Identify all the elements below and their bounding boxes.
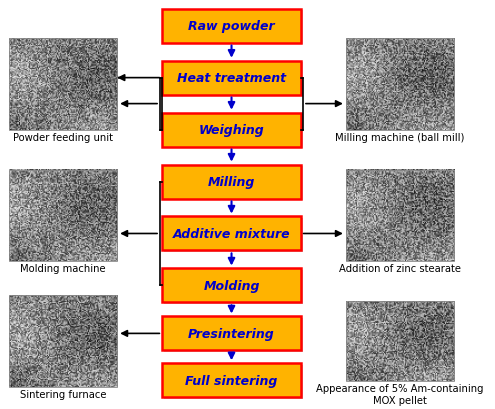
FancyBboxPatch shape	[162, 165, 301, 199]
FancyBboxPatch shape	[164, 63, 302, 97]
FancyBboxPatch shape	[164, 11, 302, 45]
Text: Weighing: Weighing	[198, 124, 264, 137]
Text: Presintering: Presintering	[188, 327, 275, 340]
Text: Molding: Molding	[203, 279, 260, 292]
FancyBboxPatch shape	[164, 115, 302, 149]
Text: Milling: Milling	[208, 175, 255, 189]
FancyBboxPatch shape	[164, 365, 302, 399]
Text: Heat treatment: Heat treatment	[177, 72, 286, 85]
Text: Molding machine: Molding machine	[20, 264, 106, 274]
FancyBboxPatch shape	[164, 218, 302, 252]
Text: Milling machine (ball mill): Milling machine (ball mill)	[335, 132, 465, 142]
Text: Addition of zinc stearate: Addition of zinc stearate	[339, 264, 461, 274]
Text: Appearance of 5% Am-containing
MOX pellet: Appearance of 5% Am-containing MOX pelle…	[316, 383, 484, 405]
Text: Full sintering: Full sintering	[185, 374, 278, 387]
FancyBboxPatch shape	[164, 167, 302, 201]
Text: Raw powder: Raw powder	[188, 20, 275, 33]
FancyBboxPatch shape	[162, 317, 301, 351]
Text: Powder feeding unit: Powder feeding unit	[13, 132, 113, 142]
FancyBboxPatch shape	[162, 10, 301, 43]
FancyBboxPatch shape	[162, 61, 301, 95]
FancyBboxPatch shape	[162, 113, 301, 147]
Text: Sintering furnace: Sintering furnace	[20, 389, 106, 399]
Text: Additive mixture: Additive mixture	[173, 227, 291, 240]
FancyBboxPatch shape	[162, 363, 301, 397]
FancyBboxPatch shape	[162, 217, 301, 251]
FancyBboxPatch shape	[164, 270, 302, 304]
FancyBboxPatch shape	[164, 318, 302, 352]
FancyBboxPatch shape	[162, 269, 301, 303]
